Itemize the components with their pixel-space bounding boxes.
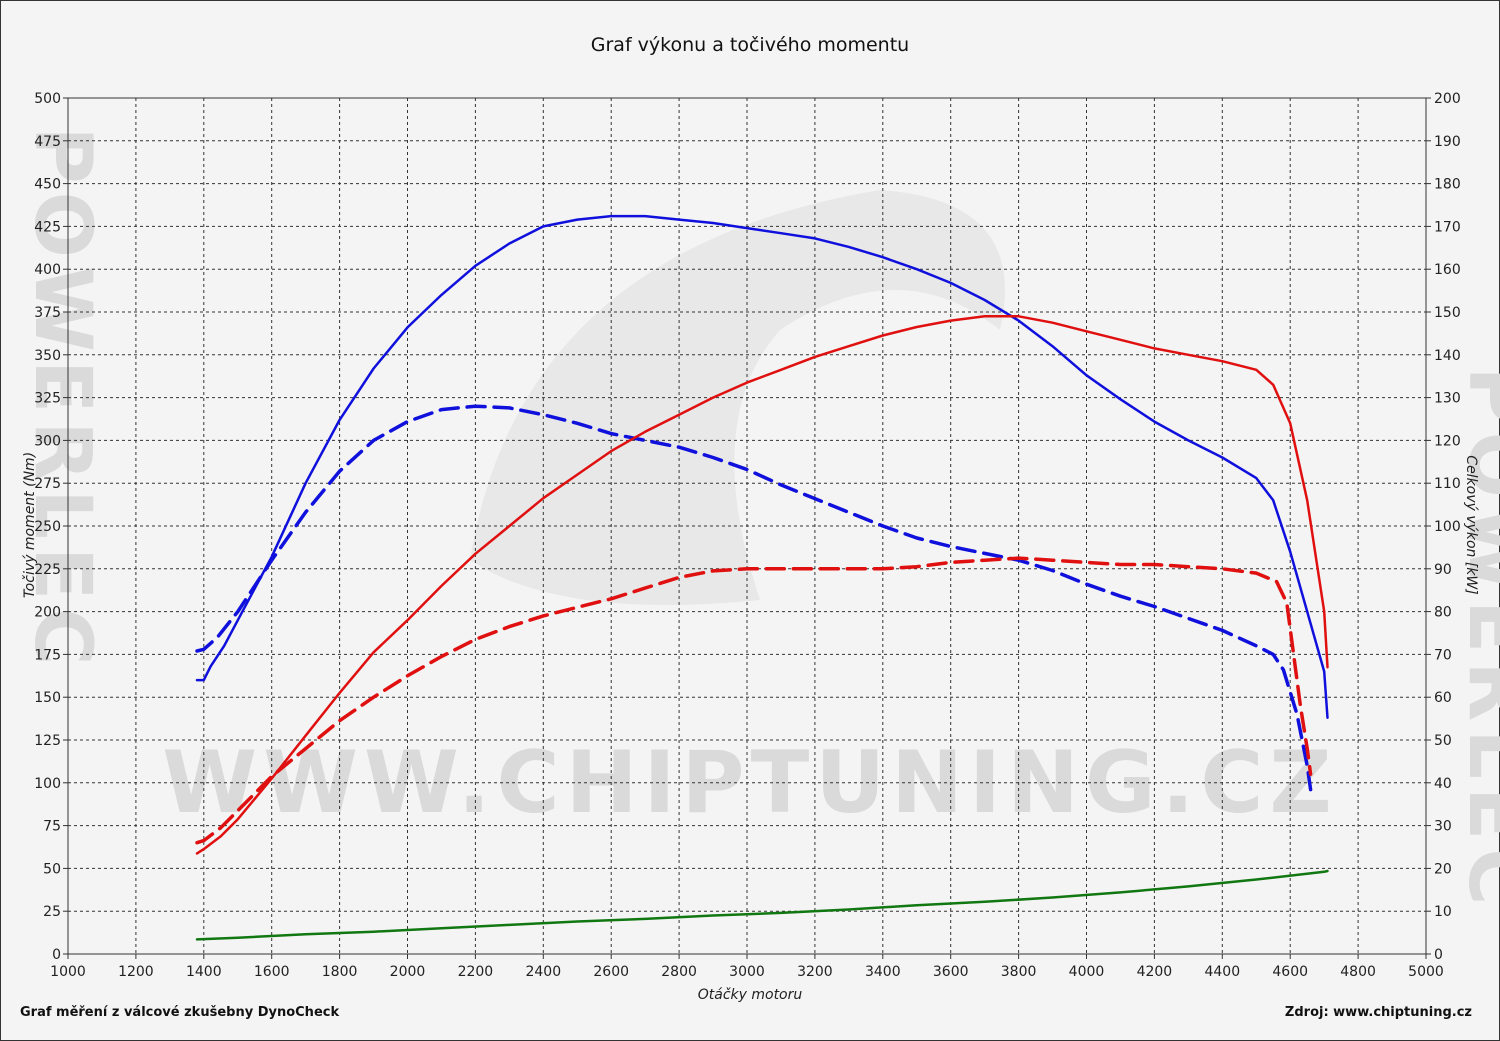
y-right-tick-label: 130 — [1434, 391, 1461, 407]
y-left-tick-label: 175 — [34, 647, 61, 663]
y-right-tick-label: 190 — [1434, 134, 1461, 150]
x-tick-label: 2200 — [458, 964, 494, 980]
y-left-tick-label: 475 — [34, 134, 61, 150]
y-left-tick-label: 425 — [34, 219, 61, 235]
x-tick-label: 2800 — [661, 964, 697, 980]
y-right-tick-label: 80 — [1434, 605, 1452, 621]
y-right-tick-label: 50 — [1434, 733, 1452, 749]
y-left-tick-label: 300 — [34, 433, 61, 449]
y-left-tick-label: 150 — [34, 690, 61, 706]
watermark-side-right: POWERLEC — [1451, 366, 1500, 913]
series-layer — [195, 214, 1329, 941]
y-right-tick-label: 120 — [1434, 433, 1461, 449]
chart-title: Graf výkonu a točivého momentu — [590, 34, 910, 56]
x-tick-label: 3400 — [865, 964, 901, 980]
series-line-5 — [195, 869, 1329, 941]
x-tick-label: 3800 — [1001, 964, 1037, 980]
series-line-3 — [195, 315, 1329, 855]
footer-source-note: Graf měření z válcové zkušebny DynoCheck — [20, 1005, 340, 1020]
y-right-tick-label: 20 — [1434, 861, 1452, 877]
x-tick-label: 5000 — [1408, 964, 1444, 980]
y-left-tick-label: 500 — [34, 91, 61, 107]
x-tick-label: 4600 — [1272, 964, 1308, 980]
x-tick-label: 4000 — [1069, 964, 1105, 980]
y-right-tick-label: 170 — [1434, 219, 1461, 235]
y-right-tick-label: 0 — [1434, 947, 1443, 963]
x-tick-label: 2000 — [390, 964, 426, 980]
x-tick-label: 4400 — [1204, 964, 1240, 980]
y-left-tick-label: 375 — [34, 305, 61, 321]
y-right-tick-label: 150 — [1434, 305, 1461, 321]
y-left-tick-label: 75 — [43, 819, 61, 835]
y-left-tick-label: 0 — [52, 947, 61, 963]
y-right-tick-label: 160 — [1434, 262, 1461, 278]
y-left-tick-label: 400 — [34, 262, 61, 278]
y-left-tick-label: 450 — [34, 177, 61, 193]
x-tick-label: 3000 — [729, 964, 765, 980]
y-right-tick-label: 10 — [1434, 904, 1452, 920]
x-tick-label: 3200 — [797, 964, 833, 980]
y-left-tick-label: 125 — [34, 733, 61, 749]
y-right-tick-label: 40 — [1434, 776, 1452, 792]
y-right-tick-label: 30 — [1434, 819, 1452, 835]
y-right-tick-label: 60 — [1434, 690, 1452, 706]
tick-labels: 1000 1200 1400 1600 1800 2000 2200 2400 2600 2800… — [34, 91, 1460, 980]
x-tick-label: 2400 — [525, 964, 561, 980]
y-left-tick-label: 350 — [34, 348, 61, 364]
y-left-tick-label: 25 — [43, 904, 61, 920]
y-left-tick-label: 325 — [34, 391, 61, 407]
series-line-4 — [195, 556, 1313, 845]
y-right-tick-label: 110 — [1434, 476, 1461, 492]
y-right-tick-label: 70 — [1434, 647, 1452, 663]
x-tick-label: 1800 — [322, 964, 358, 980]
y-right-tick-label: 200 — [1434, 91, 1461, 107]
x-tick-label: 3600 — [933, 964, 969, 980]
footer-source-link: Zdroj: www.chiptuning.cz — [1284, 1005, 1472, 1020]
y-left-tick-label: 50 — [43, 861, 61, 877]
y-axis-label-left: Točivý moment (Nm) — [22, 452, 38, 598]
y-left-tick-label: 200 — [34, 605, 61, 621]
x-tick-label: 1600 — [254, 964, 290, 980]
x-axis-label: Otáčky motoru — [698, 987, 803, 1003]
watermark-side-left: POWERLEC — [17, 126, 107, 673]
y-right-tick-label: 180 — [1434, 177, 1461, 193]
y-left-tick-label: 225 — [34, 562, 61, 578]
y-right-tick-label: 90 — [1434, 562, 1452, 578]
y-right-tick-label: 100 — [1434, 519, 1461, 535]
y-right-tick-label: 140 — [1434, 348, 1461, 364]
x-tick-label: 1000 — [50, 964, 86, 980]
series-line-2 — [195, 404, 1313, 792]
x-tick-label: 2600 — [593, 964, 629, 980]
y-left-tick-label: 100 — [34, 776, 61, 792]
y-left-tick-label: 275 — [34, 476, 61, 492]
x-tick-label: 1200 — [118, 964, 154, 980]
x-tick-label: 1400 — [186, 964, 222, 980]
watermark-logo-shape — [470, 190, 1005, 605]
x-tick-label: 4200 — [1137, 964, 1173, 980]
series-line-1 — [195, 214, 1329, 719]
x-tick-label: 4800 — [1340, 964, 1376, 980]
y-axis-label-right: Celkový výkon [kW] — [1463, 455, 1479, 594]
y-left-tick-label: 250 — [34, 519, 61, 535]
grid — [68, 98, 1426, 954]
